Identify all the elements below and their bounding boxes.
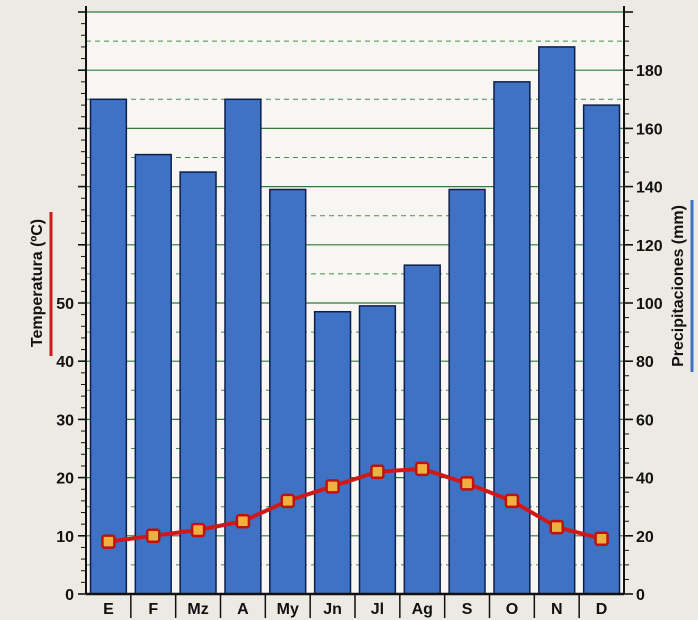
temperature-point-F — [146, 528, 161, 544]
x-tick-label-Jn: Jn — [323, 601, 342, 618]
right-tick-label: 180 — [636, 63, 663, 80]
x-tick-label-My: My — [277, 601, 299, 618]
temperature-line — [101, 461, 609, 549]
right-tick-label: 80 — [636, 354, 654, 371]
left-tick-label: 50 — [56, 296, 74, 313]
right-tick-label: 120 — [636, 238, 663, 255]
left-tick-label: 20 — [56, 471, 74, 488]
temperature-point-Jn — [325, 479, 340, 494]
x-tick-label-S: S — [462, 601, 473, 618]
x-tick-label-Mz: Mz — [187, 601, 208, 618]
temperature-point-N — [549, 519, 564, 535]
temperature-point-A — [235, 514, 251, 529]
x-tick-label-E: E — [103, 601, 114, 618]
temperature-point-E — [101, 534, 116, 549]
x-tick-label-A: A — [237, 601, 249, 618]
left-axis-title: Temperatura (ºC) — [29, 219, 46, 347]
right-axis-title: Precipitaciones (mm) — [670, 205, 687, 367]
bar-E — [89, 98, 128, 595]
left-tick-label: 30 — [56, 412, 74, 429]
right-tick-label: 100 — [636, 296, 663, 313]
x-axis-ticks: E F Mz A My Jn Jl Ag S O N D — [103, 594, 607, 618]
right-tick-label: 160 — [636, 121, 663, 138]
bar-Jn — [313, 310, 352, 595]
left-tick-label: 40 — [56, 354, 74, 371]
right-tick-label: 60 — [636, 412, 654, 429]
left-axis-title-group: Temperatura (ºC) — [29, 212, 53, 356]
left-axis-ticks: 0 10 20 30 40 50 — [56, 11, 86, 604]
x-tick-label-N: N — [551, 601, 563, 618]
precipitation-bars — [89, 46, 621, 595]
bar-Jl — [358, 305, 397, 595]
right-axis-ticks: 0 20 40 60 80 100 120 140 160 180 — [624, 11, 663, 604]
x-tick-label-F: F — [148, 601, 158, 618]
bar-D — [582, 104, 621, 595]
right-tick-label: 140 — [636, 180, 663, 197]
left-tick-label: 10 — [56, 529, 74, 546]
left-tick-label: 0 — [65, 587, 74, 604]
temperature-point-My — [280, 493, 295, 509]
bar-Ag — [403, 264, 441, 595]
right-tick-label: 40 — [636, 471, 654, 488]
temperature-point-Jl — [370, 464, 385, 480]
temperature-point-Mz — [190, 522, 206, 538]
right-tick-label: 20 — [636, 529, 654, 546]
right-tick-label: 0 — [636, 587, 645, 604]
x-tick-label-Jl: Jl — [371, 601, 384, 618]
x-tick-label-O: O — [506, 601, 518, 618]
grid-lines — [86, 11, 624, 566]
temperature-point-S — [459, 476, 475, 491]
x-tick-label-Ag: Ag — [412, 601, 433, 618]
bar-My — [269, 188, 307, 595]
temperature-point-O — [504, 493, 520, 509]
x-tick-label-D: D — [596, 601, 608, 618]
temperature-line-path — [108, 466, 603, 544]
temperature-point-D — [594, 531, 609, 546]
bar-S — [448, 188, 486, 595]
right-axis-title-group: Precipitaciones (mm) — [670, 200, 694, 372]
bar-F — [134, 153, 172, 595]
bar-A — [224, 98, 262, 595]
temperature-point-Ag — [415, 461, 430, 477]
bar-N — [538, 46, 576, 595]
bar-O — [493, 81, 531, 595]
